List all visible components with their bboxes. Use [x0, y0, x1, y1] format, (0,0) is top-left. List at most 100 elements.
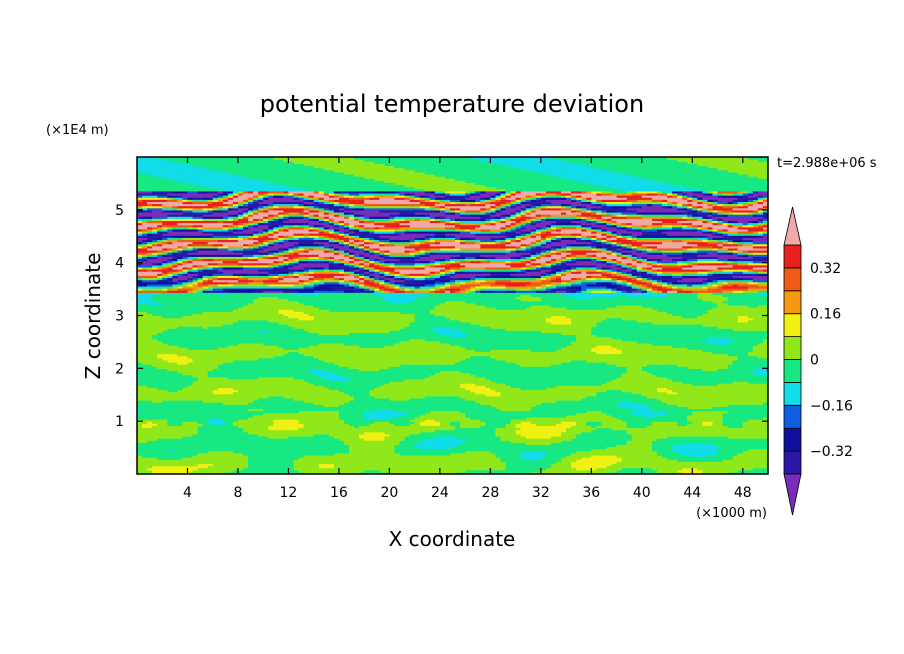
contour-cell: [530, 454, 537, 458]
contour-cell: [152, 438, 158, 441]
contour-cell: [278, 425, 284, 429]
contour-cell: [641, 406, 648, 410]
contour-cell: [399, 467, 406, 471]
contour-cell: [535, 461, 542, 465]
contour-cell: [651, 442, 658, 446]
contour-cell: [550, 425, 557, 429]
contour-cell: [490, 429, 497, 433]
contour-cell: [520, 454, 527, 458]
contour-cell: [505, 454, 512, 458]
contour-cell: [601, 469, 608, 473]
contour-cell: [207, 427, 214, 431]
contour-cell: [566, 452, 572, 456]
contour-cell: [656, 469, 663, 473]
contour-cell: [404, 423, 411, 426]
contour-cell: [212, 435, 219, 439]
contour-cell: [540, 457, 547, 460]
contour-cell: [692, 431, 698, 435]
contour-cell: [172, 427, 178, 431]
contour-cell: [162, 450, 168, 454]
contour-cell: [243, 469, 249, 473]
contour-cell: [147, 400, 153, 403]
contour-cell: [510, 469, 517, 473]
contour-cell: [455, 469, 461, 473]
contour-cell: [702, 448, 709, 452]
contour-cell: [646, 435, 653, 439]
contour-cell: [298, 467, 305, 471]
contour-cell: [303, 461, 310, 465]
contour-cell: [470, 440, 476, 443]
contour-cell: [253, 448, 259, 452]
contour-cell: [470, 427, 476, 431]
contour-cell: [253, 444, 259, 448]
contour-cell: [616, 461, 623, 465]
contour-cell: [137, 435, 143, 439]
contour-cell: [485, 467, 491, 471]
contour-cell: [162, 431, 168, 435]
contour-cell: [762, 414, 768, 418]
contour-cell: [394, 421, 401, 424]
contour-cell: [732, 429, 739, 433]
contour-cell: [323, 444, 330, 448]
contour-cell: [349, 442, 355, 446]
contour-cell: [515, 414, 522, 418]
contour-cell: [429, 400, 436, 403]
contour-cell: [495, 444, 502, 448]
contour-cell: [283, 425, 290, 429]
contour-cell: [364, 414, 370, 418]
contour-cell: [384, 442, 390, 446]
contour-cell: [354, 429, 360, 433]
contour-cell: [576, 465, 582, 469]
contour-cell: [323, 459, 330, 462]
contour-cell: [232, 467, 239, 471]
contour-cell: [157, 438, 163, 441]
contour-cell: [318, 463, 325, 467]
contour-cell: [485, 425, 491, 429]
contour-cell: [742, 448, 749, 452]
contour-cell: [338, 463, 345, 467]
contour-cell: [268, 463, 274, 467]
contour-cell: [374, 467, 380, 471]
contour-cell: [697, 404, 703, 407]
contour-cell: [202, 471, 209, 474]
contour-cell: [515, 419, 522, 422]
contour-cell: [515, 444, 522, 448]
contour-cell: [374, 408, 380, 412]
contour-cell: [646, 465, 653, 469]
contour-cell: [237, 440, 244, 443]
contour-cell: [677, 463, 683, 467]
contour-cell: [147, 442, 153, 446]
contour-cell: [283, 454, 290, 458]
contour-cell: [338, 467, 345, 471]
contour-cell: [157, 463, 163, 467]
contour-cell: [182, 438, 189, 441]
contour-cell: [677, 421, 683, 424]
contour-cell: [500, 406, 507, 410]
contour-cell: [343, 419, 350, 422]
contour-cell: [677, 469, 683, 473]
contour-cell: [571, 421, 577, 424]
contour-cell: [727, 402, 734, 405]
contour-cell: [162, 429, 168, 433]
contour-cell: [394, 419, 401, 422]
contour-cell: [455, 433, 461, 437]
contour-cell: [318, 450, 325, 454]
contour-cell: [571, 431, 577, 435]
contour-cell: [566, 440, 572, 443]
contour-cell: [374, 469, 380, 473]
contour-cell: [162, 454, 168, 458]
contour-cell: [505, 400, 512, 403]
contour-cell: [399, 454, 406, 458]
contour-cell: [566, 448, 572, 452]
contour-cell: [384, 423, 390, 426]
contour-cell: [399, 431, 406, 435]
contour-cell: [268, 438, 274, 441]
contour-cell: [298, 438, 305, 441]
contour-cell: [182, 416, 189, 420]
contour-cell: [197, 440, 204, 443]
contour-cell: [298, 431, 305, 435]
contour-cell: [268, 431, 274, 435]
contour-cell: [586, 463, 592, 467]
contour-cell: [475, 429, 481, 433]
contour-cell: [661, 419, 668, 422]
